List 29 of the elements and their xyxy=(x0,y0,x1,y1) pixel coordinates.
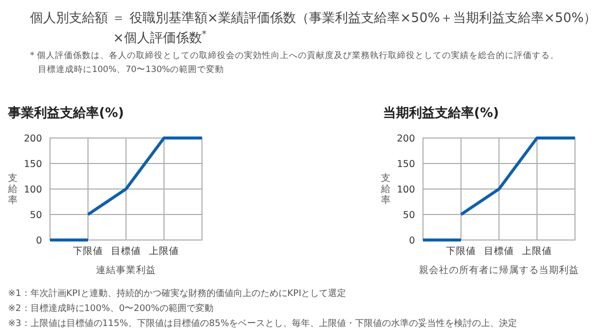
y-tick-label: 0 xyxy=(36,236,42,246)
chart-title: 当期利益支給率(%) xyxy=(383,105,499,121)
x-tick-label: 下限値 xyxy=(73,245,103,257)
chart-title: 事業利益支給率(%) xyxy=(7,105,124,121)
y-axis-title: 支給率 xyxy=(380,172,391,206)
text: * 個人評価係数は、各人の取締役としての取締役会の実効性向上への貢献度及び業務執行取締役としての実績を総合的に評価する。 xyxy=(30,50,560,61)
text: ×個人評価係数$^{*}$ xyxy=(113,30,207,46)
x-tick-label: 目標値 xyxy=(111,245,141,257)
y-tick-label: 100 xyxy=(396,184,415,196)
y-tick-label: 200 xyxy=(396,134,415,144)
x-axis-title: 連結事業利益 xyxy=(96,264,156,276)
x-axis-title: 親会社の所有者に帰属する当期利益 xyxy=(419,264,579,276)
text: 個人別支給額 ＝ 役職別基準額×業績評価係数（事業利益支給率×50%＋当期利益支給率×50%） xyxy=(30,10,597,26)
text: ※2：目標達成時に100%、0〜200%の範囲で変動 xyxy=(8,303,214,314)
y-tick-label: 150 xyxy=(24,159,42,170)
text: ※3：上限値は目標値の115%、下限値は目標値の85%をベースとし、毎年、上限値・下限値の水準の妥当性を検討の上、決定 xyxy=(8,318,518,329)
y-tick-label: 200 xyxy=(24,134,42,144)
text: 目標達成時に100%、70〜130%の範囲で変動 xyxy=(38,64,224,75)
text: ※1：年次計画KPIと連動、持続的かつ確実な財務的価値向上のためにKPIとして選定 xyxy=(8,288,346,299)
y-tick-label: 50 xyxy=(30,210,42,221)
y-tick-label: 150 xyxy=(396,159,415,170)
x-tick-label: 目標値 xyxy=(484,245,514,257)
y-tick-label: 0 xyxy=(408,236,415,246)
y-tick-label: 50 xyxy=(402,210,415,221)
x-tick-label: 下限値 xyxy=(446,245,476,257)
y-axis-title: 支給率 xyxy=(7,172,18,206)
x-tick-label: 上限値 xyxy=(149,245,179,257)
x-tick-label: 上限値 xyxy=(522,245,552,257)
y-tick-label: 100 xyxy=(24,184,42,196)
